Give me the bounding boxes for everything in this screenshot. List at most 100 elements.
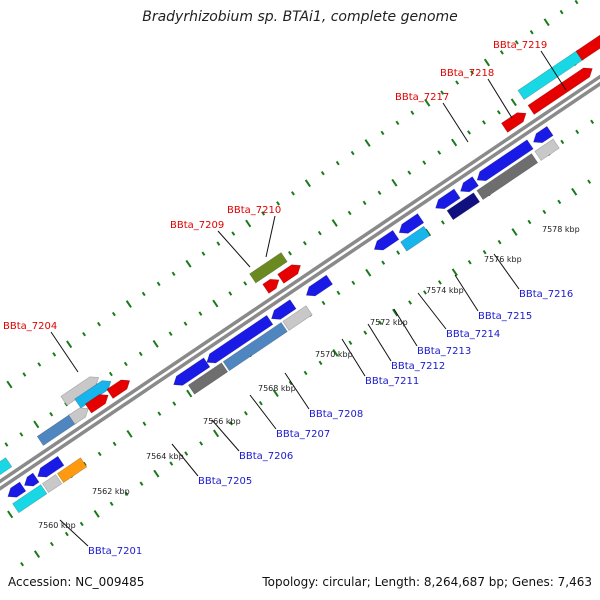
tick-mark [33, 420, 40, 429]
gene-arrow [460, 176, 479, 193]
kbp-label: 7562 kbp [92, 487, 130, 496]
tick-mark [288, 251, 292, 256]
label-leader-line [417, 292, 447, 330]
tick-mark [499, 50, 504, 55]
gene-label: BBta_7206 [239, 451, 293, 462]
tick-mark [199, 441, 204, 446]
kbp-label: 7578 kbp [542, 225, 580, 234]
tick-mark [172, 401, 177, 406]
gene-label: BBta_7215 [478, 311, 532, 322]
tick-mark [496, 110, 501, 115]
gene-arrow [206, 314, 274, 364]
label-leader-line [442, 102, 469, 143]
label-leader-line [249, 394, 277, 430]
tick-mark [7, 510, 14, 519]
tick-mark [108, 371, 113, 377]
kbp-label: 7566 kbp [203, 417, 241, 426]
tick-mark [527, 219, 532, 225]
tick-mark [276, 201, 280, 206]
gene-arrow [42, 474, 63, 494]
kbp-label: 7560 kbp [38, 521, 76, 530]
tick-mark [424, 98, 431, 107]
gene-arrow [476, 139, 534, 182]
tick-mark [272, 389, 279, 397]
gene-arrow [476, 153, 539, 201]
tick-mark [123, 361, 128, 367]
gene-arrow [282, 305, 313, 331]
gene-arrow [400, 225, 431, 252]
tick-mark [440, 90, 445, 95]
gene-arrow [84, 394, 109, 414]
kbp-label: 7576 kbp [484, 255, 522, 264]
tick-mark [391, 178, 398, 187]
tick-mark [348, 340, 353, 345]
tick-mark [380, 130, 385, 136]
label-leader-line [367, 323, 392, 362]
tick-mark [229, 421, 233, 426]
tick-mark [364, 139, 371, 147]
gene-arrow [12, 484, 48, 514]
tick-mark [437, 280, 442, 285]
tick-mark [347, 210, 352, 216]
tick-mark [410, 110, 415, 115]
backbone-line [0, 81, 600, 491]
tick-mark [185, 259, 192, 268]
tick-mark [49, 412, 54, 417]
tick-mark [396, 250, 401, 255]
tick-mark [455, 80, 460, 85]
tick-mark [19, 432, 24, 437]
tick-mark [303, 370, 308, 376]
tick-mark [336, 290, 341, 296]
tick-rows [4, 0, 595, 567]
tick-mark [171, 271, 176, 277]
tick-mark [153, 469, 160, 478]
tick-mark [97, 451, 102, 457]
label-leader-line [487, 78, 513, 119]
label-leader-line [393, 308, 418, 347]
gene-arrow [187, 362, 229, 395]
tick-mark [212, 429, 220, 438]
tick-mark [157, 411, 162, 416]
genome-backbone [0, 74, 600, 491]
kbp-label: 7568 kbp [258, 384, 296, 393]
tick-mark [363, 330, 368, 335]
tick-mark [321, 300, 326, 306]
gene-arrow [435, 188, 461, 210]
tick-mark [152, 339, 159, 348]
tick-mark [112, 441, 117, 447]
tick-mark [261, 211, 266, 216]
tick-mark [138, 351, 143, 357]
gene-label: BBta_7207 [276, 429, 330, 440]
tick-mark [335, 160, 340, 166]
tick-mark [318, 360, 323, 366]
label-leader-line [211, 419, 240, 452]
gene-label: BBta_7219 [493, 40, 547, 51]
gene-label: BBta_7205 [198, 476, 252, 487]
gene-label: BBta_7217 [395, 92, 449, 103]
tick-mark [302, 240, 307, 246]
kbp-label: 7564 kbp [146, 452, 184, 461]
label-leader-line [341, 338, 366, 377]
tick-mark [511, 228, 518, 236]
gene-label: BBta_7201 [88, 546, 142, 557]
tick-mark [186, 389, 193, 398]
tick-mark [245, 219, 252, 228]
tick-mark [408, 300, 412, 305]
gene-label: BBta_7209 [170, 220, 224, 231]
label-leader-line [454, 274, 479, 312]
tick-mark [228, 291, 233, 296]
gene-arrow [398, 213, 425, 234]
gene-arrow [501, 112, 527, 133]
tick-mark [350, 150, 355, 156]
tick-mark [142, 421, 147, 426]
kbp-axis-labels: 7560 kbp 7562 kbp 7564 kbp 7566 kbp 7568 kbp… [38, 225, 580, 530]
gene-arrow [446, 192, 481, 221]
tick-mark [392, 308, 399, 317]
tick-mark [124, 491, 129, 496]
tick-mark [49, 541, 54, 547]
tick-mark [184, 451, 189, 456]
gene-arrow [7, 481, 27, 498]
tick-mark [574, 0, 579, 5]
tick-mark [365, 268, 372, 277]
gene-arrow [106, 379, 131, 399]
